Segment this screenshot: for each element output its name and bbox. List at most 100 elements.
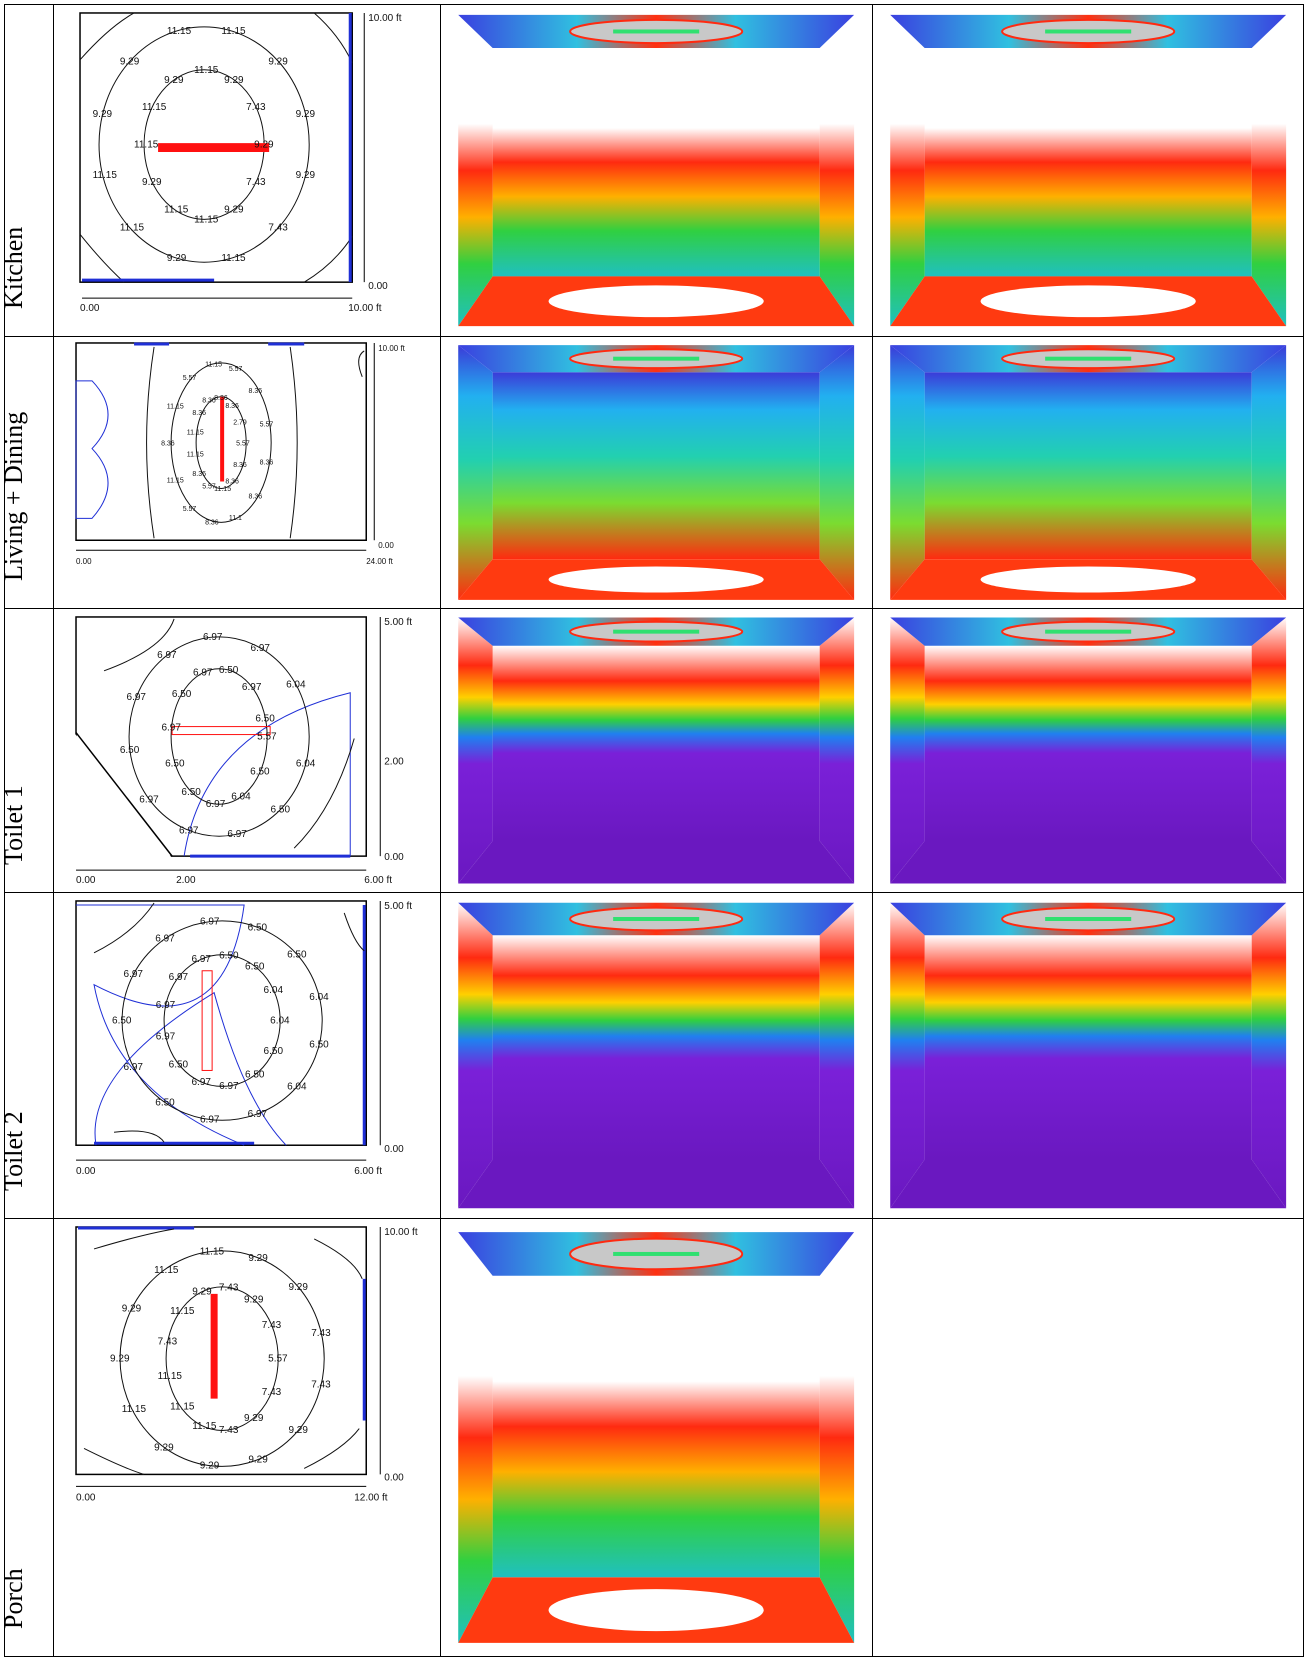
contour-label: 6.50	[181, 787, 201, 798]
render-view-cell	[871, 892, 1305, 1219]
false-color-render	[889, 345, 1286, 600]
contour-label: 7.43	[246, 177, 266, 188]
render-view-cell	[440, 608, 873, 893]
row-label: Living + Dining	[4, 411, 29, 581]
contour-label: 6.97	[227, 829, 247, 840]
contour-label: 6.97	[206, 799, 226, 810]
contour-label: 11.15	[142, 102, 167, 113]
contour-labels: 9.29 9.29 7.43 7.43 9.29 11.15 11.15 9.29 11.15 1…	[93, 26, 316, 264]
floor-hotspot	[980, 566, 1196, 593]
row-label-cell: Toilet 2	[3, 892, 55, 1219]
false-color-render	[458, 345, 855, 600]
back-wall	[492, 1275, 821, 1578]
floor	[458, 1159, 855, 1209]
contour-label: 6.04	[287, 1082, 307, 1093]
isolux-plan-cell: 10.00 ft 0.00 0.00 12.00 ft 5.57 7.43 7.43…	[53, 1218, 442, 1657]
render-view-cell	[440, 336, 873, 609]
contour-label: 8.36	[161, 441, 175, 448]
isolux-plan: 10.00 ft 0.00 0.00 10.00 ft 9.29 9.29 7.43…	[79, 12, 402, 314]
isolux-plan-cell: 10.00 ft 0.00 0.00 10.00 ft 9.29 9.29 7.43…	[53, 4, 442, 337]
contour-label: 9.29	[289, 1282, 309, 1293]
contour-label: 9.29	[224, 204, 244, 215]
contour-label: 6.97	[155, 934, 175, 945]
contour-label: 9.29	[122, 1304, 142, 1315]
x-min: 0.00	[76, 557, 92, 566]
right-wall	[820, 345, 855, 600]
render-view-cell	[871, 336, 1305, 609]
contour-label: 7.43	[262, 1320, 282, 1331]
contour-label: 6.50	[287, 950, 307, 961]
contour-label: 11.15	[221, 253, 246, 264]
row-label-cell: Kitchen	[3, 4, 55, 337]
isolux-plan: 5.00 ft 0.00 0.00 6.00 ft 6.046.506.506.…	[75, 900, 412, 1177]
contour-label: 2.79	[233, 419, 247, 426]
contour-label: 7.43	[246, 102, 266, 113]
contour-label: 11.15	[194, 65, 219, 76]
right-wall	[1251, 345, 1286, 600]
back-wall	[492, 48, 821, 277]
contour-label: 9.29	[142, 177, 162, 188]
right-wall	[820, 902, 855, 1209]
contour-label: 5.57	[229, 366, 243, 373]
luminaire	[613, 1251, 700, 1256]
render-view-cell	[440, 4, 873, 337]
scale-mid: 2.00	[384, 756, 404, 767]
contour-label: 6.04	[309, 992, 329, 1003]
back-wall	[924, 372, 1252, 560]
false-color-render	[889, 14, 1286, 327]
table-row: Toilet 2 5.00 ft 0.00 0.00 6.00 ft 6.04 6…	[3, 892, 1305, 1219]
contour-label: 6.97	[192, 954, 212, 965]
contour-label: 8.36	[214, 395, 228, 402]
contour-label: 7.43	[268, 223, 288, 234]
isolux-plan: 10.00 ft 0.00 0.00 12.00 ft 5.57 7.43 7.43…	[75, 1226, 418, 1503]
contour-label: 8.36	[249, 493, 263, 500]
contour-label: 6.50	[250, 767, 270, 778]
scale-bottom: 0.00	[384, 1144, 404, 1155]
contour-label: 9.29	[224, 75, 244, 86]
luminaire	[1044, 629, 1131, 634]
contour-label: 6.50	[255, 713, 275, 724]
false-color-render	[889, 617, 1286, 884]
contour-label: 11.15	[205, 362, 222, 369]
scale-top: 5.00 ft	[384, 901, 412, 912]
contour-label: 11.15	[194, 214, 219, 225]
floor	[458, 841, 855, 884]
scale-top: 10.00 ft	[368, 13, 402, 24]
contour-label: 11.15	[154, 1265, 179, 1276]
contour-label: 6.97	[157, 650, 177, 661]
contour-label: 9.29	[93, 109, 113, 120]
scale-bottom: 0.00	[384, 1472, 404, 1483]
contour-label: 6.97	[242, 682, 262, 693]
floor-hotspot	[548, 1589, 765, 1632]
right-wall	[820, 14, 855, 327]
contour-label: 9.29	[120, 56, 140, 67]
contour-label: 6.04	[286, 680, 306, 691]
contour-labels: 5.576.046.506.506.046.976.976.976.506.97…	[120, 632, 316, 840]
contour-label: 8.36	[260, 460, 274, 467]
contour-label: 11.15	[167, 404, 184, 411]
scale-bottom: 0.00	[384, 852, 404, 863]
table-row: Living + Dining 10.00 ft 0.00 0.00 24.00…	[3, 336, 1305, 609]
contour-label: 5.57	[260, 422, 274, 429]
contour-label: 6.97	[179, 825, 199, 836]
row-label-cell: Living + Dining	[3, 336, 55, 609]
contour-label: 6.50	[248, 922, 268, 933]
contour-label: 8.36	[225, 478, 239, 485]
contour-label: 11.15	[120, 223, 145, 234]
contour-label: 6.97	[219, 1081, 239, 1092]
isolux-plan-cell: 5.00 ft 0.00 0.00 6.00 ft 6.04 6.50 6.50 6.…	[53, 892, 442, 1219]
contour-label: 11.15	[170, 1306, 195, 1317]
contour-label: 6.50	[112, 1016, 132, 1027]
contour-label: 6.97	[156, 1031, 176, 1042]
back-wall	[924, 645, 1252, 842]
contour-label: 6.50	[219, 950, 239, 961]
contour-label: 8.36	[192, 410, 206, 417]
luminaire	[613, 917, 700, 921]
contour-label: 7.43	[311, 1328, 331, 1339]
contour-label: 6.97	[200, 917, 220, 928]
contour-label: 6.50	[264, 1046, 284, 1057]
empty-cell	[871, 1218, 1305, 1657]
contour-labels: 6.04 6.50 6.50 6.04 6.50 6.97 6.97 6.97 6.97 6.50…	[112, 917, 329, 1126]
contour-label: 5.57	[257, 732, 277, 743]
contour-label: 6.50	[120, 745, 140, 756]
